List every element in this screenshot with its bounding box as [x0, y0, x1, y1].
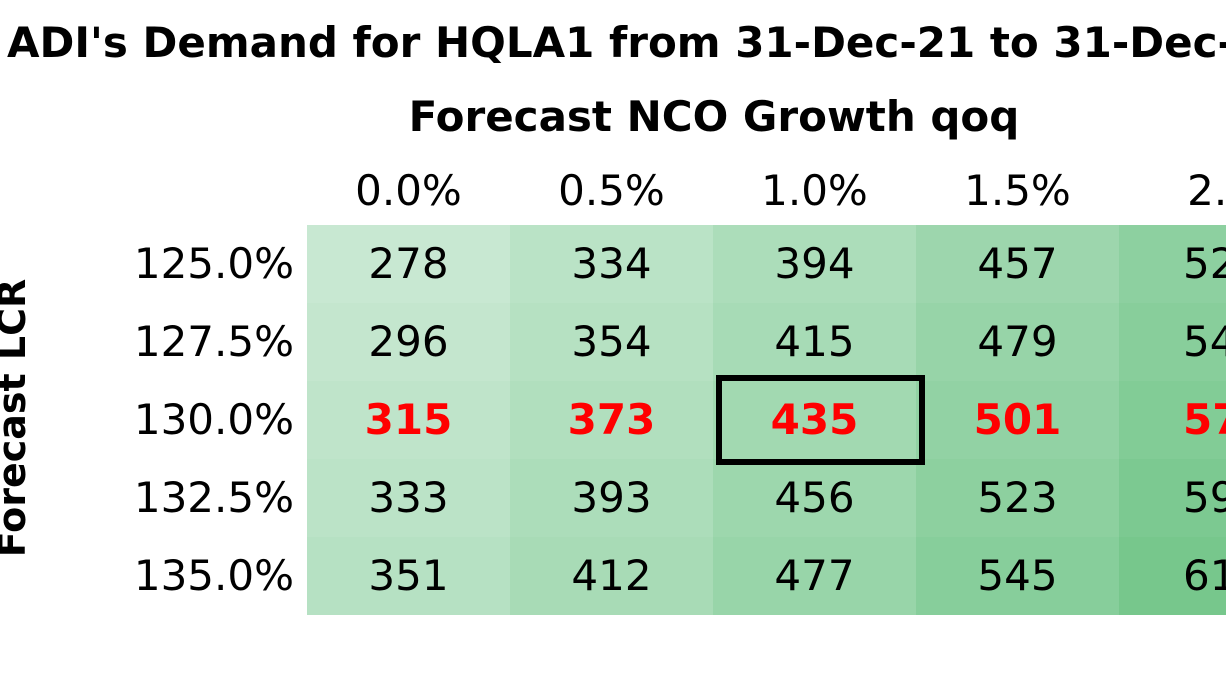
- heatmap-cell: 333: [307, 459, 510, 537]
- heatmap-cell: 394: [713, 225, 916, 303]
- heatmap-cell: 354: [510, 303, 713, 381]
- heatmap-cell: 456: [713, 459, 916, 537]
- heatmap-cell: 278: [307, 225, 510, 303]
- heatmap-cell: 545: [916, 537, 1119, 615]
- heatmap-cell: 54: [1119, 303, 1226, 381]
- x-axis-label: Forecast NCO Growth qoq: [408, 92, 1020, 141]
- column-header: 1.0%: [761, 166, 868, 215]
- column-header: 1.5%: [964, 166, 1071, 215]
- heatmap-cell: 351: [307, 537, 510, 615]
- column-header: 0.5%: [558, 166, 665, 215]
- heatmap-cell: 501: [916, 381, 1119, 459]
- row-header: 130.0%: [133, 395, 294, 444]
- heatmap-cell: 61: [1119, 537, 1226, 615]
- heatmap-cell: 334: [510, 225, 713, 303]
- chart-title: l ADI's Demand for HQLA1 from 31-Dec-21 …: [0, 6, 1226, 80]
- heatmap-cell: 57: [1119, 381, 1226, 459]
- heatmap-cell: 477: [713, 537, 916, 615]
- heatmap-cell: 373: [510, 381, 713, 459]
- heatmap-cell: 479: [916, 303, 1119, 381]
- heatmap-cell: 52: [1119, 225, 1226, 303]
- column-header: 0.0%: [355, 166, 462, 215]
- heatmap-cell: 435: [713, 381, 916, 459]
- row-header: 132.5%: [133, 473, 294, 522]
- y-axis-label: Forecast LCR: [0, 278, 34, 558]
- heatmap-cell: 315: [307, 381, 510, 459]
- row-header: 127.5%: [133, 317, 294, 366]
- heatmap-cell: 296: [307, 303, 510, 381]
- heatmap-cell: 393: [510, 459, 713, 537]
- heatmap-cell: 412: [510, 537, 713, 615]
- column-header: 2.0: [1187, 166, 1226, 215]
- row-header: 125.0%: [133, 239, 294, 288]
- heatmap-cell: 415: [713, 303, 916, 381]
- heatmap-cell: 523: [916, 459, 1119, 537]
- heatmap-cell: 59: [1119, 459, 1226, 537]
- row-header: 135.0%: [133, 551, 294, 600]
- chart-title-text: l ADI's Demand for HQLA1 from 31-Dec-21 …: [0, 18, 1226, 67]
- heatmap-cell: 457: [916, 225, 1119, 303]
